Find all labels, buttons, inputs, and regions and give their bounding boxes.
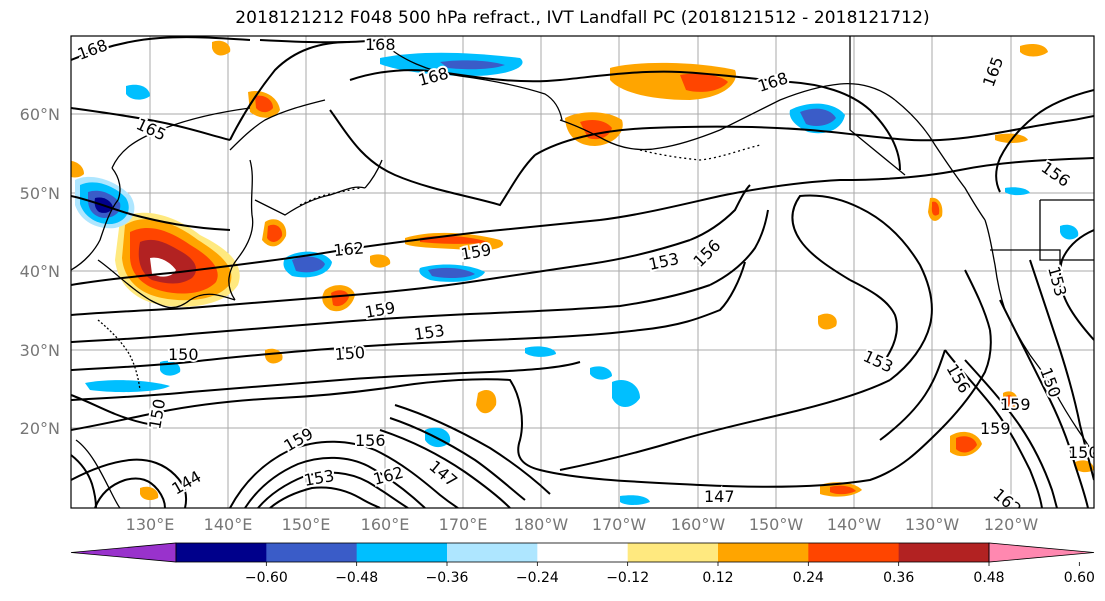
contour-label: 162 (333, 238, 365, 260)
colorbar-extend-high (988, 542, 1095, 563)
plot-frame (70, 35, 1095, 509)
contour-label: 150 (1068, 443, 1099, 462)
lon-label: 120°W (984, 515, 1039, 534)
colorbar-segment (356, 543, 448, 562)
colorbar-tick-label: 0.36 (883, 570, 914, 586)
contour-label: 159 (1000, 395, 1031, 414)
contour-label: 159 (459, 240, 492, 264)
lon-label: 150°W (749, 515, 804, 534)
contour-label: 150 (168, 345, 199, 364)
coastlines (71, 36, 1094, 508)
colorbar-outline (175, 542, 990, 563)
map-title: 2018121212 F048 500 hPa refract., IVT La… (235, 8, 930, 28)
lon-label: 170°W (592, 515, 647, 534)
colorbar-segment (176, 543, 267, 562)
colorbar-segment (718, 543, 809, 562)
lat-label: 30°N (20, 341, 60, 360)
lat-label: 40°N (20, 262, 60, 281)
colorbar-segment (808, 543, 900, 562)
colorbar-segment (537, 543, 629, 562)
lon-label: 140°W (827, 515, 882, 534)
lon-label: 130°W (905, 515, 960, 534)
contour-label: 153 (413, 321, 446, 344)
lat-label: 20°N (20, 419, 60, 438)
colorbar-tick-label: 0.24 (793, 570, 824, 586)
lat-label: 60°N (20, 105, 60, 124)
lon-label: 130°E (126, 515, 175, 534)
colorbar-segment (627, 543, 719, 562)
contour-label: 156 (355, 431, 386, 450)
colorbar-segment (447, 543, 538, 562)
longitude-labels: 130°E 140°E 150°E 160°E 170°E 180°W 170°… (126, 515, 1039, 534)
lon-label: 140°E (204, 515, 253, 534)
colorbar-tick-label: 0.48 (973, 570, 1004, 586)
colorbar-extend-low (70, 542, 177, 563)
colorbar-segment (898, 543, 990, 562)
contour-label: 150 (334, 343, 366, 364)
colorbar-tick-label: 0.60 (1064, 570, 1095, 586)
contour-label: 147 (704, 487, 735, 506)
colorbar-tick-label: −0.48 (335, 570, 378, 586)
colorbar-tick-label: −0.12 (606, 570, 649, 586)
colorbar-tick-label: 0.12 (702, 570, 733, 586)
lon-label: 160°E (361, 515, 410, 534)
lat-label: 50°N (20, 184, 60, 203)
contour-label: 168 (365, 35, 396, 54)
contour-label: 159 (980, 419, 1011, 438)
colorbar-segment (266, 543, 358, 562)
lon-label: 180°W (514, 515, 569, 534)
lon-label: 170°E (439, 515, 488, 534)
lon-label: 160°W (671, 515, 726, 534)
latitude-labels: 60°N 50°N 40°N 30°N 20°N (20, 105, 60, 438)
colorbar-tick-label: −0.24 (516, 570, 559, 586)
colorbar-tick-label: −0.36 (426, 570, 469, 586)
lon-label: 150°E (282, 515, 331, 534)
shaded-anomalies (71, 40, 1094, 505)
colorbar-tick-label: −0.60 (245, 570, 288, 586)
height-contours (71, 36, 1094, 508)
colorbar: −0.60 −0.48 −0.36 −0.24 −0.12 0.12 0.24 0.36 0.4… (70, 542, 1095, 586)
